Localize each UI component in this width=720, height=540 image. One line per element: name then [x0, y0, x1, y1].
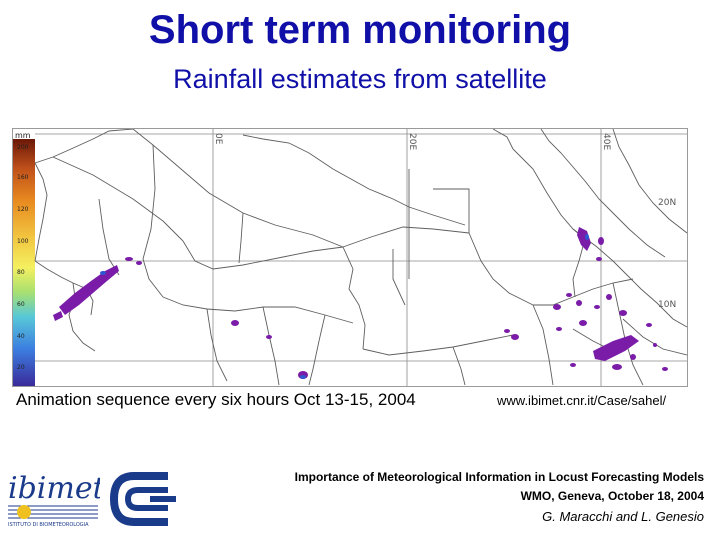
animation-caption: Animation sequence every six hours Oct 1… [16, 390, 416, 409]
source-url[interactable]: www.ibimet.cnr.it/Case/sahel/ [497, 393, 667, 408]
rain-patch [579, 320, 587, 326]
ibimet-logo-subtext: ISTITUTO DI BIOMETEOROLOGIA [8, 522, 89, 528]
footer-title: Importance of Meteorological Information… [294, 470, 704, 484]
rain-patch [596, 257, 602, 261]
grid-label: 40E [601, 133, 611, 150]
rain-patch [576, 300, 582, 306]
legend-tick: 20 [17, 364, 25, 371]
rain-patch [630, 354, 636, 360]
grid-label: 10N [658, 300, 676, 310]
rain-patch [619, 310, 627, 316]
rain-patch [504, 329, 510, 333]
grid-label: 20E [407, 133, 417, 150]
rain-patch [59, 265, 119, 315]
graticule [35, 129, 687, 386]
rainfall-map: mm 200 160 120 100 80 60 40 20 0E 20E 40… [12, 128, 688, 387]
rainfall-map-svg: mm 200 160 120 100 80 60 40 20 0E 20E 40… [13, 128, 688, 386]
legend-colorbar [13, 139, 35, 386]
rain-patch [570, 363, 576, 367]
slide-subtitle: Rainfall estimates from satellite [173, 64, 547, 94]
rain-patch [266, 335, 272, 339]
legend-tick: 160 [17, 174, 29, 181]
legend-tick: 40 [17, 333, 25, 340]
rain-patch [231, 320, 239, 326]
rain-patch [653, 343, 657, 347]
legend-tick: 200 [17, 144, 29, 151]
rain-patch [125, 257, 133, 261]
rain-patch [662, 367, 668, 371]
legend-tick: 120 [17, 206, 29, 213]
legend-tick: 60 [17, 301, 25, 308]
rain-patch [606, 294, 612, 300]
rain-patch [598, 237, 604, 245]
country-borders [34, 128, 688, 386]
rain-patch [553, 304, 561, 310]
slide-title: Short term monitoring [148, 8, 572, 52]
grid-label: 20N [658, 198, 676, 208]
rain-patch [646, 323, 652, 327]
ibimet-logo: ibimet ISTITUTO DI BIOMETEOROLOGIA [6, 466, 106, 528]
ibimet-logo-text: ibimet [8, 471, 100, 506]
footer-event: WMO, Geneva, October 18, 2004 [520, 489, 704, 503]
rain-patch [612, 364, 622, 370]
rain-core [300, 375, 306, 379]
legend-unit: mm [15, 131, 31, 140]
rain-patch [593, 335, 639, 361]
rain-patch [511, 334, 519, 340]
rain-patch [577, 227, 591, 251]
legend-tick: 80 [17, 269, 25, 276]
rain-patch [594, 305, 600, 309]
cnr-logo [108, 470, 182, 528]
footer-authors: G. Maracchi and L. Genesio [542, 509, 704, 524]
legend-tick: 100 [17, 238, 29, 245]
rain-core [585, 234, 589, 240]
rain-core [100, 271, 106, 275]
rainfall-patches [53, 227, 668, 379]
rain-patch [566, 293, 572, 297]
rain-patch [53, 311, 63, 321]
rain-patch [556, 327, 562, 331]
rain-patch [136, 261, 142, 265]
grid-label: 0E [213, 133, 223, 145]
